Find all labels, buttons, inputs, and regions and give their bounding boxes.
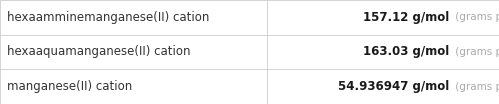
Text: (grams per mole): (grams per mole) — [452, 82, 499, 92]
Text: manganese(II) cation: manganese(II) cation — [7, 80, 133, 93]
Text: 163.03 g/mol: 163.03 g/mol — [363, 46, 449, 58]
Text: (grams per mole): (grams per mole) — [452, 12, 499, 22]
Text: 54.936947 g/mol: 54.936947 g/mol — [338, 80, 449, 93]
Text: (grams per mole): (grams per mole) — [452, 47, 499, 57]
Text: hexaaquamanganese(II) cation: hexaaquamanganese(II) cation — [7, 46, 191, 58]
Text: hexaamminemanganese(II) cation: hexaamminemanganese(II) cation — [7, 11, 210, 24]
Text: 157.12 g/mol: 157.12 g/mol — [363, 11, 449, 24]
